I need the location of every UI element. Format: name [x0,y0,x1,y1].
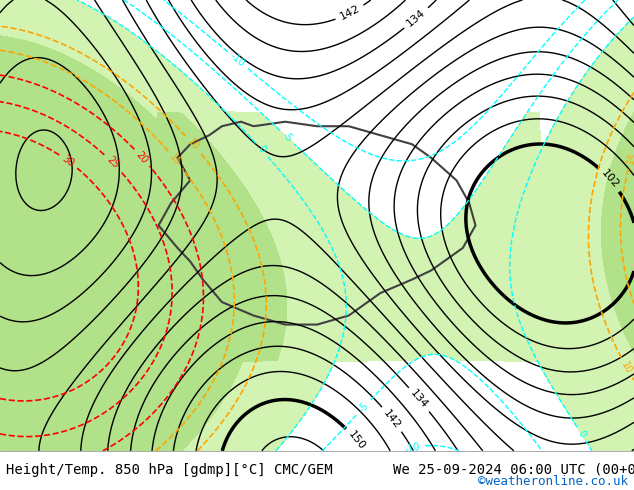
Text: 0: 0 [256,144,267,155]
Text: -5: -5 [280,130,294,144]
Text: 102: 102 [599,168,621,191]
Text: 134: 134 [405,7,427,29]
Text: ©weatheronline.co.uk: ©weatheronline.co.uk [477,475,628,488]
Text: 150: 150 [346,429,366,452]
Text: Height/Temp. 850 hPa [gdmp][°C] CMC/GEM: Height/Temp. 850 hPa [gdmp][°C] CMC/GEM [6,463,333,477]
Text: 10: 10 [619,360,634,376]
Text: -10: -10 [404,441,422,454]
Text: 15: 15 [168,152,183,168]
Text: 30: 30 [61,154,76,169]
Text: 134: 134 [408,388,430,411]
Text: 15: 15 [625,151,634,166]
Text: -5: -5 [357,400,371,414]
Text: -10: -10 [228,51,247,69]
Text: 0: 0 [576,429,587,440]
Text: We 25-09-2024 06:00 UTC (00+06): We 25-09-2024 06:00 UTC (00+06) [393,463,634,477]
Text: 10: 10 [185,136,201,152]
Text: 20: 20 [134,149,150,166]
Text: 142: 142 [338,4,361,22]
Text: 142: 142 [382,408,403,431]
Text: 25: 25 [105,155,120,171]
